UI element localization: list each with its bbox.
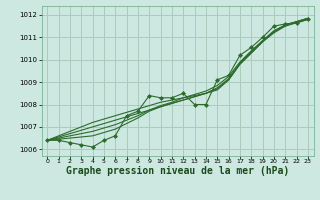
X-axis label: Graphe pression niveau de la mer (hPa): Graphe pression niveau de la mer (hPa) <box>66 166 289 176</box>
